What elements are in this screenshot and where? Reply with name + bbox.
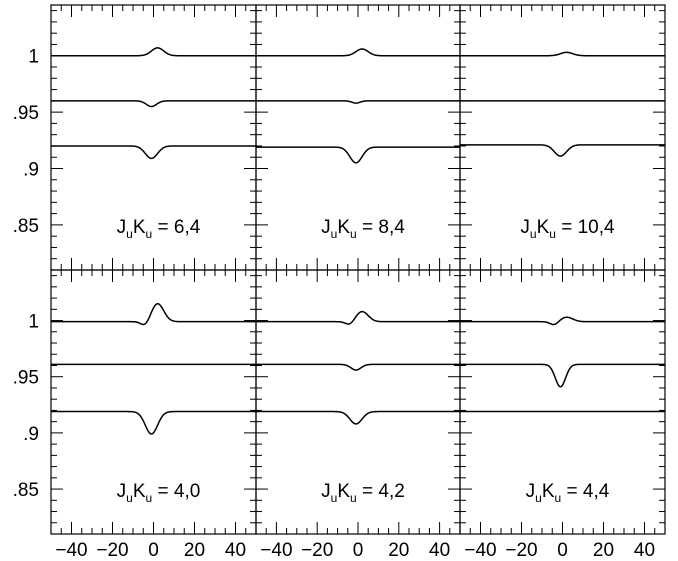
label-text: = 4,2 (357, 481, 405, 502)
label-subscript: u (331, 227, 338, 241)
label-text: J (520, 217, 530, 238)
label-text: K (133, 217, 146, 238)
x-tick-label: 40 (225, 540, 246, 561)
panel-4: JuKu = 4,2 (255, 269, 461, 535)
x-tick-label: 0 (353, 540, 364, 561)
panel-0: JuKu = 6,4 (50, 4, 257, 271)
label-subscript: u (126, 227, 133, 241)
series-line-0 (51, 47, 256, 57)
label-text: = 10,4 (556, 217, 615, 238)
y-tick-label: .95 (13, 103, 39, 124)
label-text: = 4,0 (152, 481, 200, 502)
y-tick-label: .9 (23, 424, 39, 445)
panel-5: JuKu = 4,4 (459, 269, 666, 535)
label-subscript: u (555, 491, 562, 505)
series-line-2 (256, 410, 460, 425)
label-subscript: u (530, 227, 537, 241)
label-text: = 6,4 (152, 217, 200, 238)
series-line-0 (256, 310, 460, 325)
series-line-0 (460, 51, 665, 57)
series-line-2 (460, 144, 665, 157)
label-subscript: u (331, 491, 338, 505)
series-line-2 (51, 410, 256, 435)
y-tick-label: .85 (13, 216, 39, 237)
label-text: J (321, 481, 331, 502)
series-line-1 (256, 363, 460, 371)
x-tick-label: −20 (96, 540, 128, 561)
series-line-1 (51, 100, 256, 108)
series-line-2 (51, 145, 256, 160)
x-tick-label: 20 (388, 540, 409, 561)
x-tick-label: −40 (55, 540, 87, 561)
label-text: = 4,4 (561, 481, 609, 502)
label-subscript: u (535, 491, 542, 505)
panel-label: JuKu = 4,2 (321, 481, 405, 505)
x-tick-label: 20 (593, 540, 614, 561)
x-tick-label: 40 (634, 540, 655, 561)
series-line-1 (460, 363, 665, 388)
label-text: K (133, 481, 146, 502)
label-subscript: u (146, 491, 153, 505)
y-tick-label: 1 (28, 47, 39, 68)
panel-label: JuKu = 8,4 (321, 217, 405, 241)
panel-3: JuKu = 4,0 (50, 269, 257, 535)
series-line-0 (51, 302, 256, 326)
label-subscript: u (350, 227, 357, 241)
x-tick-label: 40 (429, 540, 450, 561)
panel-label: JuKu = 4,0 (117, 481, 201, 505)
label-text: J (321, 217, 331, 238)
label-subscript: u (146, 227, 153, 241)
panel-label: JuKu = 4,4 (526, 481, 610, 505)
series-line-0 (256, 48, 460, 57)
label-text: K (337, 481, 350, 502)
x-tick-label: −40 (464, 540, 496, 561)
y-tick-label: .95 (13, 368, 39, 389)
series-line-0 (460, 316, 665, 326)
panel-label: JuKu = 6,4 (117, 217, 201, 241)
label-text: K (537, 217, 550, 238)
x-tick-label: −20 (505, 540, 537, 561)
label-text: J (117, 217, 127, 238)
label-subscript: u (126, 491, 133, 505)
x-tick-label: 0 (148, 540, 159, 561)
x-tick-label: 20 (184, 540, 205, 561)
x-tick-label: −20 (301, 540, 333, 561)
label-text: = 8,4 (357, 217, 405, 238)
panel-label: JuKu = 10,4 (520, 217, 615, 241)
y-tick-label: .85 (13, 480, 39, 501)
label-text: K (542, 481, 555, 502)
panel-1: JuKu = 8,4 (255, 4, 461, 271)
y-tick-label: 1 (28, 312, 39, 333)
x-tick-label: 0 (557, 540, 568, 561)
label-text: J (526, 481, 536, 502)
series-line-2 (256, 146, 460, 164)
label-text: J (117, 481, 127, 502)
label-subscript: u (350, 491, 357, 505)
label-subscript: u (549, 227, 556, 241)
label-text: K (337, 217, 350, 238)
series-line-1 (256, 100, 460, 104)
panel-2: JuKu = 10,4 (459, 4, 666, 271)
y-tick-label: .9 (23, 160, 39, 181)
x-tick-label: −40 (260, 540, 292, 561)
